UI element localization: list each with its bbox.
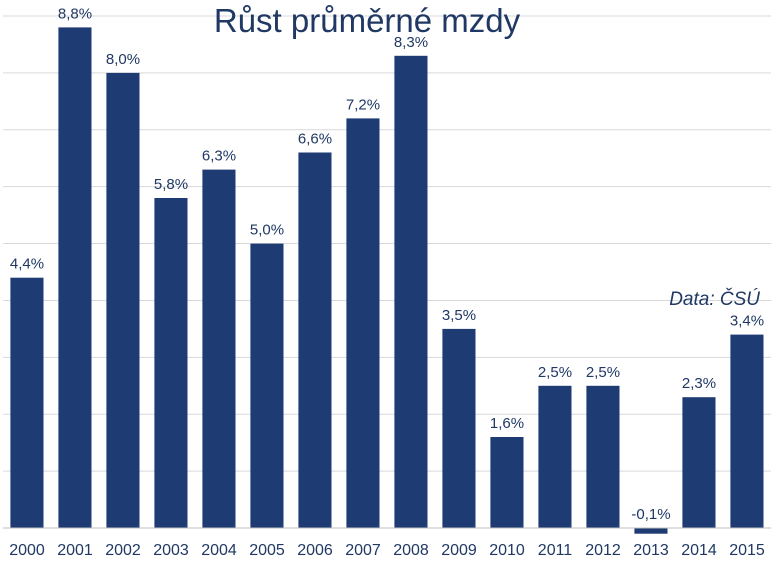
data-label-2000: 4,4% [10,256,44,273]
bar-2015 [730,334,764,528]
bar-2003 [154,198,188,528]
x-tick-label-2009: 2009 [441,542,477,559]
x-tick-label-2011: 2011 [538,542,573,559]
x-tick-label-2005: 2005 [249,542,285,559]
data-label-2013: -0,1% [631,506,670,523]
data-label-2015: 3,4% [730,313,764,330]
bar-2008 [394,55,428,529]
x-tick-label-2006: 2006 [297,542,333,559]
bar-2009 [442,328,476,528]
data-label-2014: 2,3% [682,375,716,392]
bar-2005 [250,243,284,528]
x-tick-label-2012: 2012 [585,542,621,559]
data-label-2010: 1,6% [490,415,524,432]
bar-2002 [106,72,140,529]
data-label-2004: 6,3% [202,148,236,165]
bar-2013 [634,528,668,534]
x-tick-label-2002: 2002 [105,542,141,559]
data-label-2011: 2,5% [538,364,572,381]
bar-2011 [538,385,572,528]
x-tick-label-2000: 2000 [9,542,45,559]
x-tick-label-2003: 2003 [153,542,189,559]
x-tick-label-2007: 2007 [345,542,381,559]
x-tick-label-2015: 2015 [729,542,765,559]
data-label-2002: 8,0% [106,51,140,68]
bar-2014 [682,397,716,528]
bar-2007 [346,118,380,529]
x-tick-label-2008: 2008 [393,542,429,559]
data-labels: 4,4% 8,8% 8,0% 5,8% 6,3% 5,0% 6,6% 7,2% 8,3% 3,5%… [10,5,764,523]
x-tick-label-2004: 2004 [201,542,237,559]
bars [10,27,764,534]
data-label-2001: 8,8% [58,5,92,22]
x-tick-label-2014: 2014 [681,542,717,559]
data-label-2007: 7,2% [346,96,380,113]
x-tick-label-2013: 2013 [633,542,669,559]
bar-2004 [202,169,236,528]
data-label-2003: 5,8% [154,176,188,193]
data-label-2005: 5,0% [250,222,284,239]
bar-2010 [490,437,524,528]
bar-2001 [58,27,92,529]
bar-2012 [586,385,620,528]
source-note: Data: ČSÚ [669,288,760,310]
chart-title: Růst průměrné mzdy [214,2,521,39]
x-tick-label-2010: 2010 [489,542,525,559]
data-label-2009: 3,5% [442,307,476,324]
bar-2006 [298,152,332,528]
x-tick-label-2001: 2001 [57,542,93,559]
x-axis-ticks: 2000 2001 2002 2003 2004 2005 2006 2007 2008 2009… [9,542,765,559]
data-label-2006: 6,6% [298,131,332,148]
data-label-2008: 8,3% [394,34,428,51]
data-label-2012: 2,5% [586,364,620,381]
bar-2000 [10,277,44,528]
